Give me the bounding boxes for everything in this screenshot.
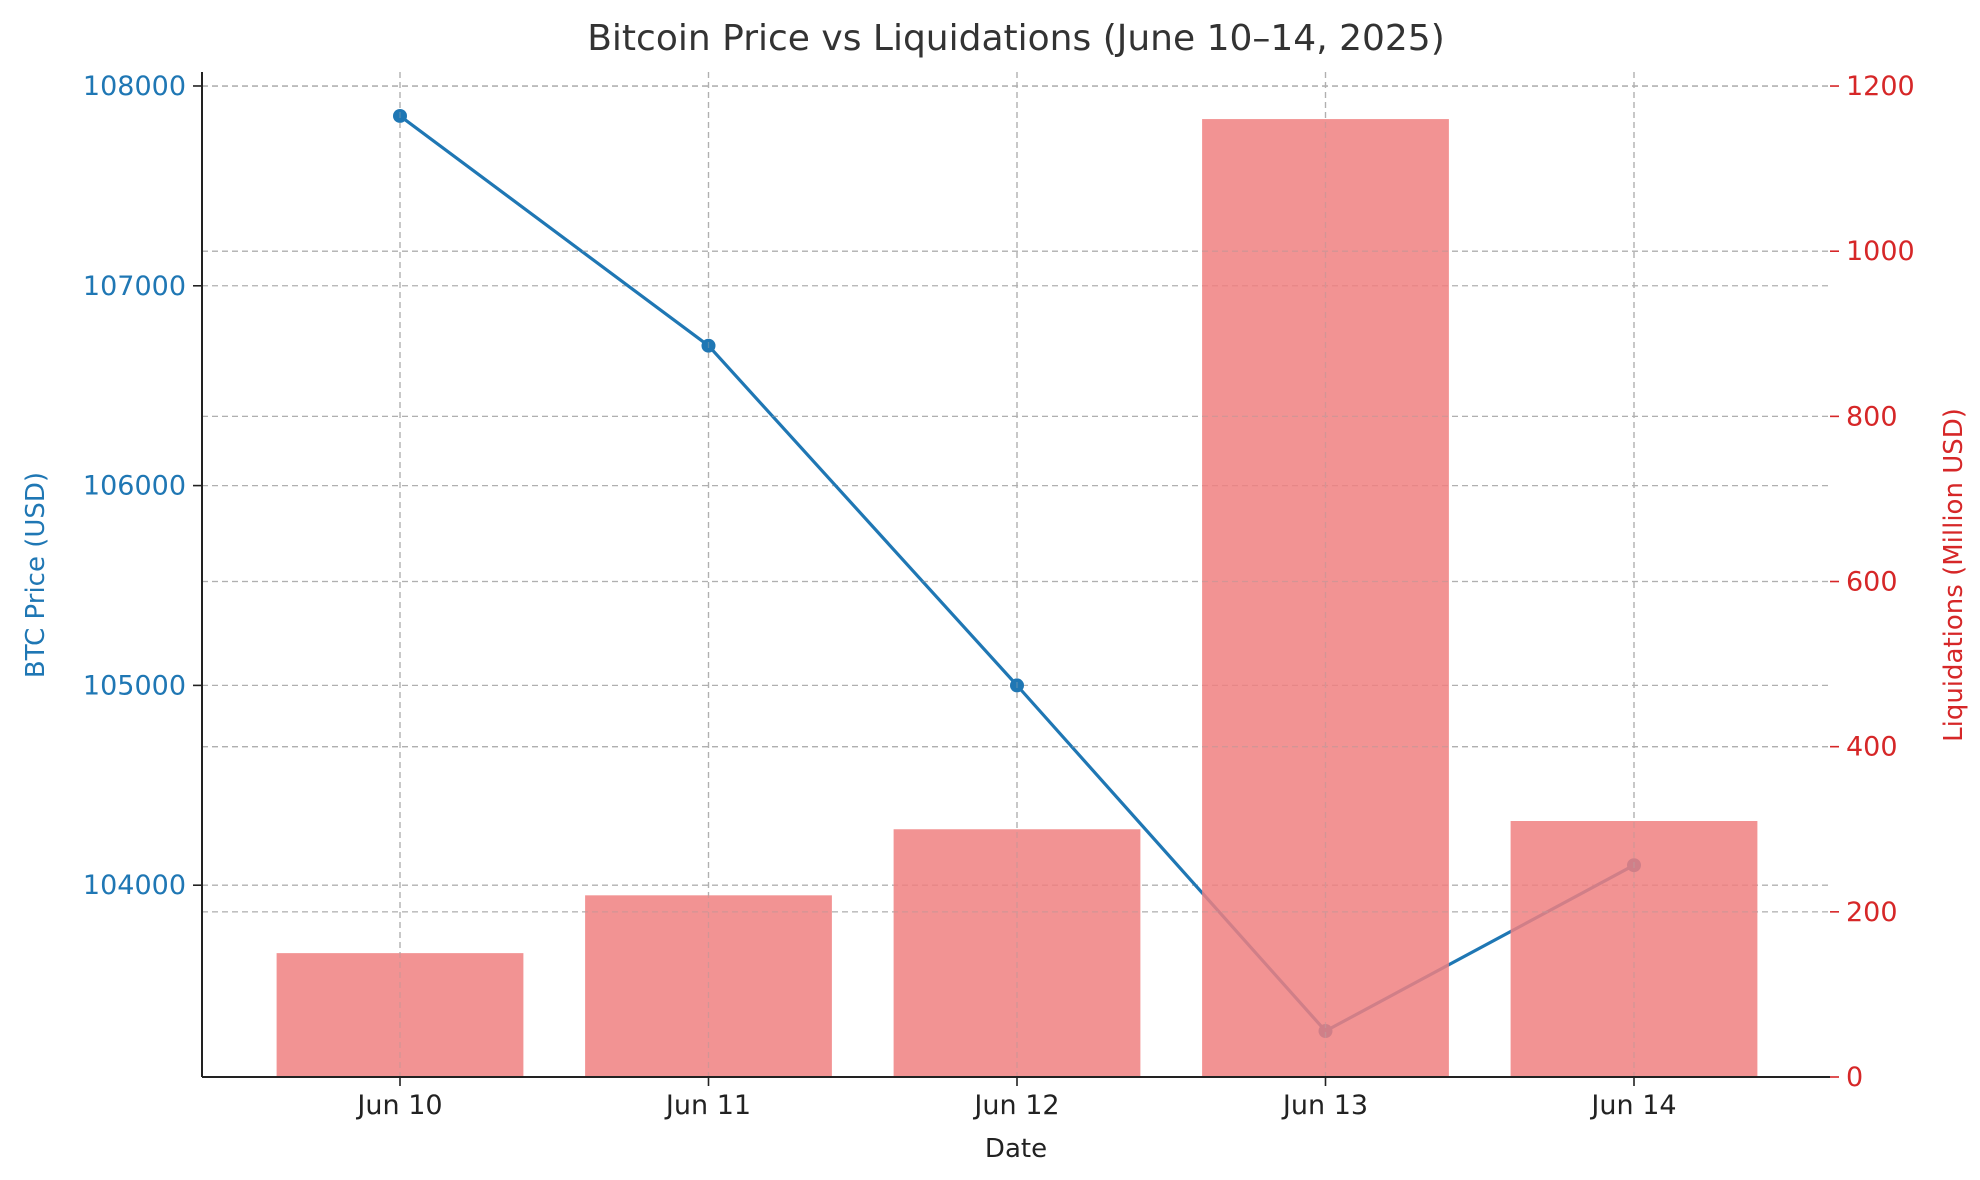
right-tick-label: 1000 [1846, 236, 1915, 267]
liquidation-bar [1202, 119, 1449, 1077]
left-tick-label: 104000 [83, 870, 186, 901]
liquidation-bar [1510, 821, 1758, 1077]
x-tick-label: Jun 14 [1589, 1090, 1676, 1121]
bars-group [276, 119, 1758, 1077]
left-tick-label: 108000 [83, 71, 186, 102]
axes: 104000 105000 106000 107000 108000 0 200 400 600… [83, 71, 1915, 1121]
x-tick-label: Jun 13 [1281, 1090, 1368, 1121]
right-tick-label: 800 [1846, 401, 1898, 432]
grid-overlay [202, 72, 1830, 1078]
x-tick-label: Jun 12 [972, 1090, 1059, 1121]
right-tick-label: 400 [1846, 732, 1898, 763]
right-tick-label: 1200 [1846, 71, 1915, 102]
price-point [1010, 678, 1024, 693]
price-point [701, 338, 716, 353]
liquidation-bar [585, 895, 832, 1077]
liquidation-bar [893, 829, 1141, 1077]
right-tick-label: 0 [1846, 1062, 1863, 1093]
left-tick-label: 105000 [83, 670, 186, 701]
right-tick-label: 200 [1846, 897, 1898, 928]
right-tick-label: 600 [1846, 567, 1898, 598]
x-tick-label: Jun 11 [664, 1090, 751, 1121]
price-point [393, 108, 407, 123]
right-axis-label: Liquidations (Million USD) [1939, 408, 1969, 742]
x-tick-label: Jun 10 [355, 1090, 442, 1121]
left-tick-label: 106000 [83, 471, 186, 502]
x-axis-label: Date [985, 1134, 1047, 1164]
left-axis-label: BTC Price (USD) [21, 472, 51, 678]
left-tick-label: 107000 [83, 271, 186, 302]
chart-title: Bitcoin Price vs Liquidations (June 10–1… [587, 18, 1445, 59]
liquidation-bar [276, 953, 524, 1077]
